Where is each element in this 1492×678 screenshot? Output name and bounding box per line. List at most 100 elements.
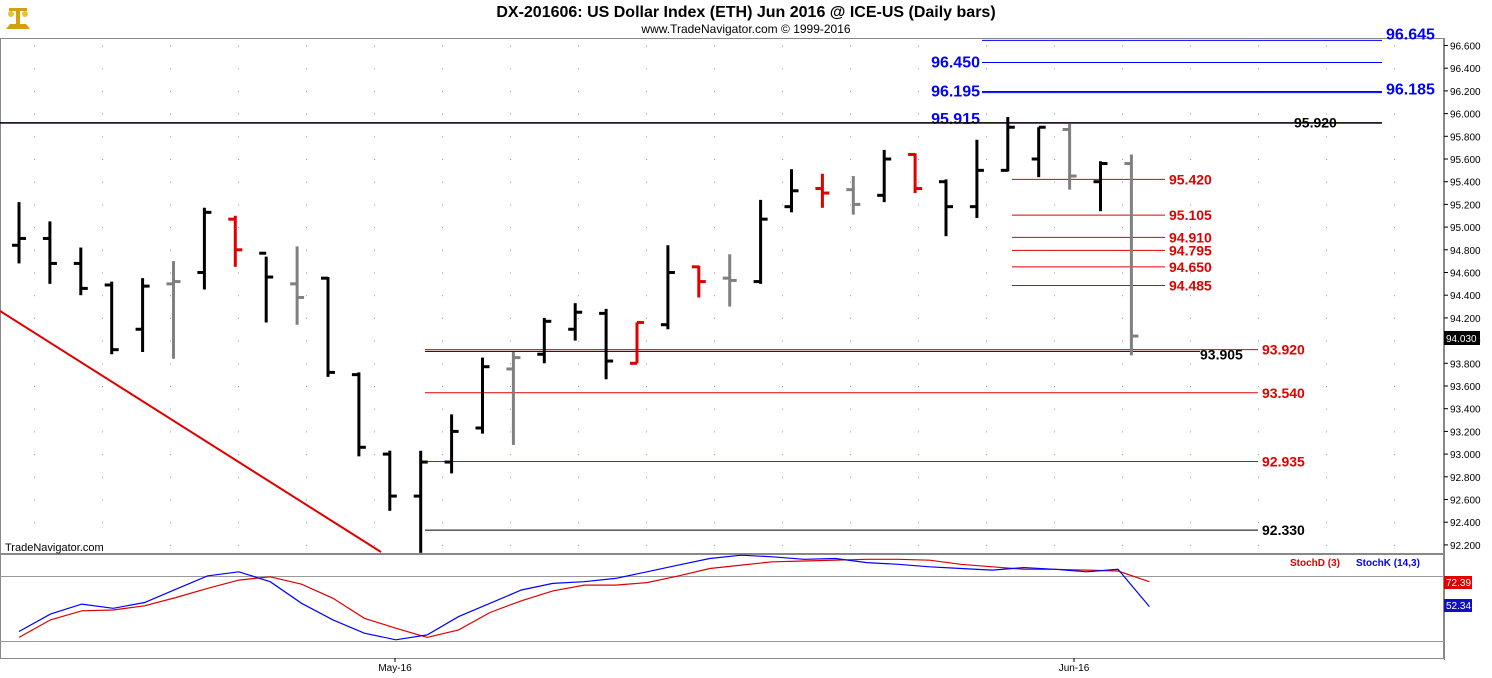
ohlc-bar [135, 278, 150, 352]
price-tick-label: 95.800 [1450, 132, 1481, 143]
svg-text:52.34: 52.34 [1446, 601, 1471, 612]
price-tick-label: 95.200 [1450, 200, 1481, 211]
ohlc-bar [599, 308, 614, 380]
ohlc-bar [939, 179, 953, 237]
price-tick-label: 94.800 [1450, 246, 1481, 257]
price-tick-label: 95.000 [1450, 223, 1481, 234]
level-label: 95.105 [1169, 207, 1212, 223]
copyright-text: www.TradeNavigator.com © 1999-2016 [640, 22, 850, 36]
svg-text:94.030: 94.030 [1446, 334, 1477, 345]
price-bars [12, 117, 1139, 553]
ohlc-bar [351, 372, 366, 457]
stochk-legend: StochK (14,3) [1356, 558, 1420, 569]
level-label: 94.910 [1169, 229, 1212, 245]
price-tick-label: 95.400 [1450, 178, 1481, 189]
ohlc-bar [568, 303, 583, 341]
level-label: 94.650 [1169, 259, 1212, 275]
level-label: 95.920 [1294, 115, 1337, 131]
ohlc-bar [969, 139, 984, 219]
ohlc-bar [722, 254, 737, 307]
stoch-panel-frame [0, 554, 1444, 659]
ohlc-bar [104, 281, 119, 355]
ohlc-bar [290, 246, 305, 325]
ohlc-bar [1000, 117, 1015, 172]
ohlc-bar [1093, 161, 1108, 212]
ohlc-bar [166, 261, 181, 359]
level-label: 92.935 [1262, 453, 1305, 469]
price-axis: 96.600 96.400 96.200 96.000 95.800 95.600 95.4… [1444, 42, 1481, 552]
price-tick-label: 92.800 [1450, 473, 1481, 484]
price-tick-label: 95.600 [1450, 155, 1481, 166]
ohlc-bar [506, 351, 521, 446]
ohlc-bar [259, 251, 274, 323]
time-label-may: May-16 [378, 663, 412, 674]
price-tick-label: 96.400 [1450, 64, 1481, 75]
level-label: 96.450 [931, 55, 980, 72]
price-levels: 96.645 96.450 96.195 96.185 95.915 95.920 95.4… [0, 26, 1435, 538]
price-tick-label: 93.800 [1450, 359, 1481, 370]
ohlc-bar [660, 245, 675, 330]
ohlc-bar [908, 152, 923, 194]
level-label: 93.920 [1262, 342, 1305, 358]
ohlc-bar [228, 215, 243, 267]
price-tick-label: 94.400 [1450, 291, 1481, 302]
logo-icon [6, 8, 30, 29]
ohlc-bar [846, 176, 861, 215]
ohlc-bar [413, 450, 428, 553]
ohlc-bar [197, 207, 212, 290]
ohlc-bar [1124, 154, 1139, 356]
level-label: 96.645 [1386, 26, 1435, 43]
ohlc-bar [784, 169, 799, 213]
ohlc-bar [753, 199, 768, 284]
stoch-line [18, 558, 1150, 639]
price-panel-frame [0, 38, 1444, 554]
level-label: 95.915 [931, 111, 980, 128]
level-label: 96.195 [931, 83, 980, 100]
price-tick-label: 93.200 [1450, 427, 1481, 438]
grid-dots [34, 45, 1395, 546]
ohlc-bar [691, 265, 706, 298]
stochk-last-badge: 52.34 [1444, 599, 1472, 612]
ohlc-bar [630, 320, 644, 365]
price-tick-label: 93.400 [1450, 405, 1481, 416]
ohlc-bar [815, 173, 830, 208]
ohlc-bar [475, 357, 490, 434]
ohlc-bar [1062, 123, 1077, 190]
level-label: 95.420 [1169, 171, 1212, 187]
last-price-badge: 94.030 [1444, 331, 1480, 345]
price-tick-label: 94.600 [1450, 269, 1481, 280]
level-label: 92.330 [1262, 522, 1305, 538]
ohlc-bar [12, 202, 26, 264]
stoch-line [18, 554, 1150, 641]
watermark-text: TradeNavigator.com [5, 542, 104, 554]
trendline [0, 310, 382, 553]
price-tick-label: 96.000 [1450, 110, 1481, 121]
price-tick-label: 96.600 [1450, 42, 1481, 53]
price-tick-label: 94.200 [1450, 314, 1481, 325]
ohlc-bar [321, 276, 335, 377]
ohlc-bar [382, 450, 397, 511]
time-label-jun: Jun-16 [1059, 663, 1090, 674]
ohlc-bar [537, 317, 552, 364]
price-tick-label: 93.600 [1450, 382, 1481, 393]
level-label: 96.185 [1386, 82, 1435, 99]
price-tick-label: 92.400 [1450, 518, 1481, 529]
level-label: 94.795 [1169, 242, 1212, 258]
stochd-legend: StochD (3) [1290, 558, 1340, 569]
svg-text:72.39: 72.39 [1446, 578, 1471, 589]
ohlc-bar [877, 149, 892, 203]
chart-title: DX-201606: US Dollar Index (ETH) Jun 201… [496, 4, 995, 21]
stochd-last-badge: 72.39 [1444, 576, 1472, 589]
level-label: 94.485 [1169, 278, 1212, 294]
price-tick-label: 92.600 [1450, 496, 1481, 507]
stochastic-panel [18, 554, 1150, 641]
level-label: 93.540 [1262, 385, 1305, 401]
ohlc-bar [73, 247, 88, 296]
ohlc-bar [444, 414, 459, 474]
level-label: 93.905 [1200, 346, 1243, 362]
ohlc-bar [42, 221, 57, 284]
price-tick-label: 92.200 [1450, 541, 1481, 552]
price-tick-label: 93.000 [1450, 450, 1481, 461]
ohlc-bar [1031, 125, 1046, 178]
